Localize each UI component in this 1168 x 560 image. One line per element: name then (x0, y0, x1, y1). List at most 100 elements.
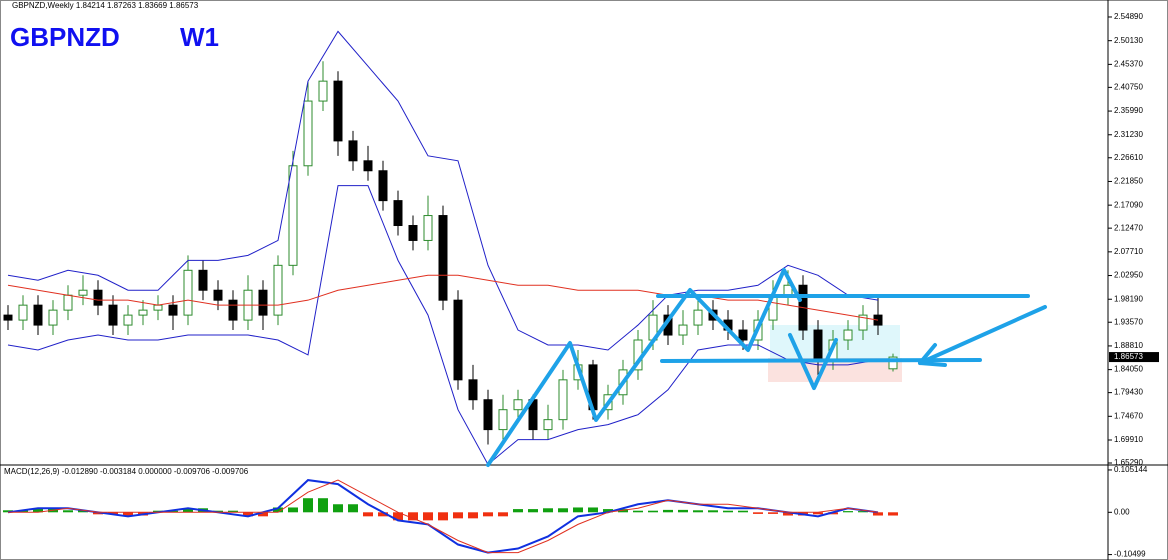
histogram-bar (438, 512, 448, 521)
histogram-bar (558, 508, 568, 513)
histogram-bar (783, 512, 793, 516)
candle-body (348, 140, 358, 162)
y-tick-label: 1.88810 (1114, 341, 1143, 350)
candle-body (498, 409, 508, 431)
y-tick-label: 1.98190 (1114, 294, 1143, 303)
candle-body (513, 399, 523, 411)
candle-body (558, 379, 568, 421)
candle-body (93, 289, 103, 306)
macd-line (8, 479, 879, 554)
histogram-bar (453, 512, 463, 519)
histogram-bar (33, 508, 43, 513)
histogram-bar (678, 509, 688, 513)
candle-body (378, 170, 388, 202)
histogram-bar (693, 510, 703, 513)
timeframe: W1 (180, 22, 219, 52)
histogram-bar (483, 512, 493, 517)
y-tick-label: 2.45370 (1114, 59, 1143, 68)
indicator-line (7, 30, 879, 351)
y-tick-label: 2.02950 (1114, 271, 1143, 280)
candle-body (843, 329, 853, 341)
candle-body (258, 289, 268, 316)
histogram-bar (63, 510, 73, 513)
y-tick-label: 2.12470 (1114, 223, 1143, 232)
histogram-bar (393, 512, 403, 521)
y-tick-label: 0.105144 (1114, 465, 1148, 474)
candle-body (423, 215, 433, 241)
histogram-bar (723, 510, 733, 513)
y-tick-label: 1.79430 (1114, 388, 1143, 397)
histogram-bar (408, 512, 418, 521)
histogram-bar (573, 507, 583, 513)
histogram-bar (168, 510, 178, 513)
candle-body (138, 309, 148, 316)
histogram-bar (273, 507, 283, 513)
macd-title: MACD(12,26,9) -0.012890 -0.003184 0.0000… (4, 467, 249, 476)
plot (3, 30, 898, 554)
candle-body (678, 324, 688, 336)
candle-body (393, 200, 403, 227)
histogram-bar (603, 509, 613, 513)
y-tick-label: 1.84050 (1114, 365, 1143, 374)
candle-body (273, 264, 283, 316)
histogram-bar (768, 512, 778, 514)
y-tick-label: 2.35990 (1114, 106, 1143, 115)
candle-body (858, 314, 868, 331)
arrow (918, 305, 1047, 365)
histogram-bar (888, 512, 898, 516)
histogram-bar (873, 512, 883, 516)
histogram-bar (348, 504, 358, 513)
histogram-bar (843, 511, 853, 513)
histogram-bar (333, 504, 343, 513)
y-tick-label: 1.65290 (1114, 458, 1143, 467)
y-tick-label: 2.50130 (1114, 36, 1143, 45)
y-tick-label: 2.54890 (1114, 12, 1143, 21)
candle-body (333, 80, 343, 142)
y-tick-label: 1.74670 (1114, 411, 1143, 420)
y-tick-label: 1.93570 (1114, 317, 1143, 326)
candle-body (3, 314, 13, 321)
candle-body (33, 304, 43, 326)
candle-body (483, 399, 493, 431)
y-tick-label: 2.26610 (1114, 153, 1143, 162)
y-tick-label: 2.40750 (1114, 82, 1143, 91)
histogram-bar (528, 509, 538, 513)
symbol: GBPNZD (10, 22, 120, 52)
price-label: 1.86573 (1114, 352, 1143, 361)
macd-line (7, 479, 879, 554)
y-tick-label: 2.21850 (1114, 177, 1143, 186)
candle-body (738, 329, 748, 341)
histogram-bar (363, 512, 373, 517)
candle-body (813, 329, 823, 361)
candle-body (318, 80, 328, 102)
candle-body (123, 314, 133, 326)
indicator-line (7, 274, 879, 321)
candle-body (183, 269, 193, 316)
y-tick-label: 2.07710 (1114, 247, 1143, 256)
histogram-bar (543, 508, 553, 513)
y-tick-label: 2.17090 (1114, 200, 1143, 209)
zigzag (788, 333, 838, 390)
histogram-bar (258, 512, 268, 517)
candle-body (198, 269, 208, 291)
histogram-bar (588, 507, 598, 513)
histogram-bar (183, 508, 193, 513)
candle-body (153, 304, 163, 311)
candle-body (78, 289, 88, 296)
support-line (660, 358, 982, 363)
histogram-bar (648, 510, 658, 513)
histogram-bar (813, 512, 823, 515)
histogram-bar (738, 510, 748, 513)
annotations (486, 268, 1047, 467)
candle-body (468, 379, 478, 401)
histogram-bar (243, 512, 253, 517)
histogram-bar (513, 509, 523, 513)
histogram-bar (423, 512, 433, 521)
histogram-bar (318, 498, 328, 513)
histogram-bar (378, 512, 388, 517)
price-tag (1109, 352, 1159, 363)
histogram-bar (498, 512, 508, 517)
y-tick-label: 0.00 (1114, 507, 1130, 516)
